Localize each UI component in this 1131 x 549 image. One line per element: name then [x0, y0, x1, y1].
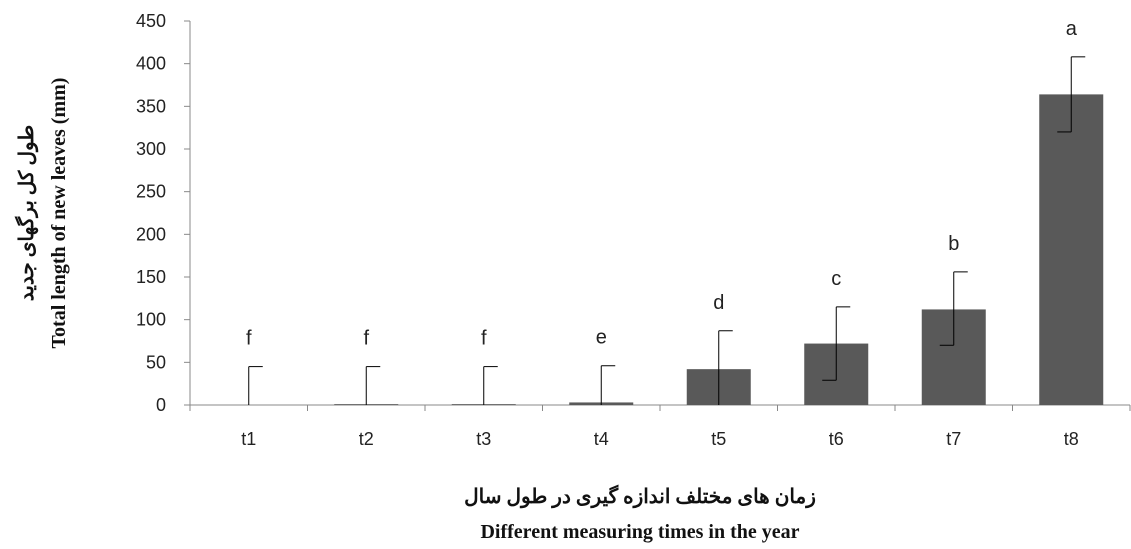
y-tick-label: 0	[156, 395, 166, 415]
significance-letter: a	[1066, 18, 1078, 40]
significance-letters-group: f f f e d c b a	[246, 18, 1078, 350]
y-axis-ticks: 0 50 100 150 200 250 300 350 400 450	[136, 11, 190, 415]
y-tick-label: 350	[136, 96, 166, 116]
x-tick-label: t6	[829, 429, 844, 449]
x-axis-title-english: Different measuring times in the year	[480, 521, 799, 543]
x-axis-title-persian: زمان های مختلف اندازه گیری در طول سال	[464, 484, 816, 509]
x-tick-label: t5	[711, 429, 726, 449]
x-tick-label: t2	[359, 429, 374, 449]
significance-letter: c	[831, 268, 841, 290]
x-axis-ticks: t1 t2 t3 t4 t5 t6 t7 t8	[190, 405, 1130, 449]
x-tick-label: t8	[1064, 429, 1079, 449]
bar	[1039, 94, 1103, 405]
significance-letter: f	[246, 328, 252, 350]
x-tick-label: t7	[946, 429, 961, 449]
y-axis-title-persian: طول کل برگهای جدید	[14, 125, 39, 301]
x-tick-label: t3	[476, 429, 491, 449]
y-tick-label: 300	[136, 139, 166, 159]
x-tick-label: t1	[241, 429, 256, 449]
x-tick-label: t4	[594, 429, 609, 449]
y-tick-label: 100	[136, 310, 166, 330]
y-tick-label: 150	[136, 267, 166, 287]
y-tick-label: 50	[146, 352, 166, 372]
significance-letter: d	[713, 292, 724, 314]
y-axis-title-english: Total length of new leaves (mm)	[48, 78, 70, 349]
y-tick-label: 400	[136, 54, 166, 74]
significance-letter: e	[596, 327, 607, 349]
y-tick-label: 200	[136, 224, 166, 244]
significance-letter: f	[481, 328, 487, 350]
significance-letter: f	[363, 328, 369, 350]
y-tick-label: 250	[136, 182, 166, 202]
y-tick-label: 450	[136, 11, 166, 31]
significance-letter: b	[948, 233, 959, 255]
